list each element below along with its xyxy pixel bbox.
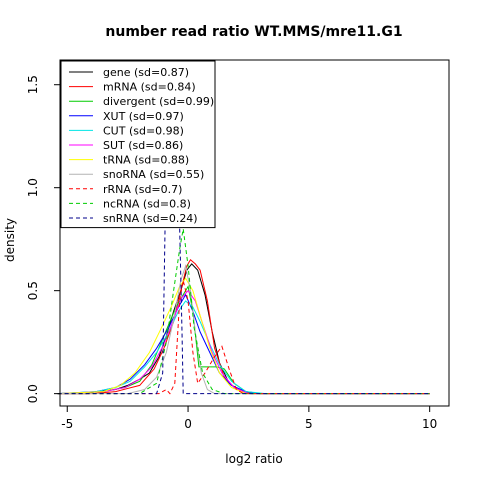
legend-label: gene (sd=0.87) — [103, 66, 189, 79]
series-line — [57, 259, 430, 395]
x-axis-label: log2 ratio — [225, 452, 282, 466]
series-line — [57, 285, 430, 395]
chart-title: number read ratio WT.MMS/mre11.G1 — [105, 24, 402, 40]
x-tick-label: 10 — [422, 417, 437, 431]
legend-label: CUT (sd=0.98) — [103, 124, 184, 137]
legend-label: tRNA (sd=0.88) — [103, 154, 189, 167]
series-line — [57, 224, 430, 395]
series-line — [57, 293, 430, 395]
y-tick-label: 1.5 — [26, 75, 40, 94]
series-line — [57, 300, 430, 395]
series-line — [57, 264, 430, 395]
legend: gene (sd=0.87) mRNA (sd=0.84)divergent (s… — [60, 60, 216, 229]
series-line — [57, 280, 430, 395]
x-tick-label: 0 — [184, 417, 192, 431]
x-tick-label: -5 — [61, 417, 73, 431]
axis-ticks: -5 0 5 10 0.0 0.5 1.0 1.5 — [26, 75, 437, 431]
series-line — [57, 277, 430, 395]
legend-label: snoRNA (sd=0.55) — [103, 168, 204, 181]
legend-label: XUT (sd=0.97) — [103, 110, 184, 123]
legend-label: snRNA (sd=0.24) — [103, 212, 198, 225]
y-tick-label: 1.0 — [26, 178, 40, 197]
legend-label: SUT (sd=0.86) — [103, 139, 183, 152]
x-tick-label: 5 — [305, 417, 313, 431]
legend-box — [60, 60, 216, 229]
series-line — [57, 289, 430, 395]
series-line — [57, 228, 430, 395]
series-layer — [57, 224, 430, 395]
legend-label: mRNA (sd=0.84) — [103, 81, 196, 94]
y-axis-label: density — [3, 218, 17, 262]
plot-frame — [59, 59, 450, 407]
legend-label: divergent (sd=0.99) — [103, 95, 214, 108]
series-line — [57, 263, 430, 395]
y-tick-label: 0.0 — [26, 384, 40, 403]
legend-label: ncRNA (sd=0.8) — [103, 197, 191, 210]
y-tick-label: 0.5 — [26, 281, 40, 300]
legend-label: rRNA (sd=0.7) — [103, 183, 182, 196]
